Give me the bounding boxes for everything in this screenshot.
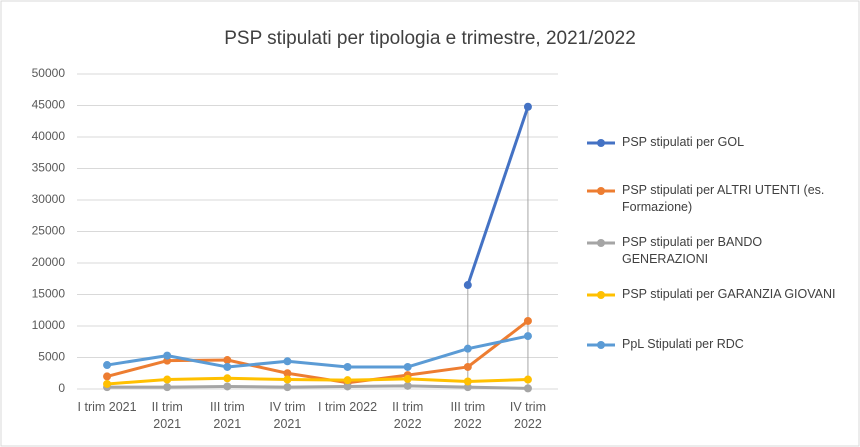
series-line xyxy=(466,106,530,286)
series-line xyxy=(106,334,529,369)
x-tick-label: IV trim 2021 xyxy=(269,400,306,431)
legend-label: PSP stipulati per GOL xyxy=(622,135,745,149)
legend-marker xyxy=(597,139,605,147)
data-point xyxy=(283,357,292,366)
y-tick-label: 50000 xyxy=(32,66,66,80)
data-point xyxy=(103,379,112,388)
legend-label: PSP stipulati per ALTRI UTENTI (es. Form… xyxy=(622,183,825,214)
legend-marker xyxy=(597,239,605,247)
data-point xyxy=(403,374,412,383)
x-tick-label: I trim 2021 xyxy=(77,400,137,414)
y-tick-label: 40000 xyxy=(32,129,66,143)
data-point xyxy=(223,374,232,383)
y-tick-label: 45000 xyxy=(32,98,66,112)
data-point xyxy=(223,356,232,365)
data-point xyxy=(523,384,532,393)
legend-marker xyxy=(597,291,605,299)
data-point xyxy=(223,382,232,391)
legend-label: PSP stipulati per BANDO GENERAZIONI xyxy=(622,235,763,266)
y-tick-label: 0 xyxy=(58,381,65,395)
x-tick-label: III trim 2021 xyxy=(209,400,245,431)
data-point xyxy=(403,381,412,390)
data-point xyxy=(283,369,292,378)
data-point xyxy=(163,375,172,384)
legend-label: PSP stipulati per GARANZIA GIOVANI xyxy=(622,287,836,301)
data-point xyxy=(523,332,532,341)
series-line xyxy=(106,376,528,386)
y-tick-label: 35000 xyxy=(32,161,66,175)
data-point xyxy=(163,383,172,392)
y-tick-label: 15000 xyxy=(32,287,66,301)
y-tick-label: 20000 xyxy=(32,255,66,269)
data-point xyxy=(223,362,232,371)
data-point xyxy=(163,351,172,360)
chart-title: PSP stipulati per tipologia e trimestre,… xyxy=(224,28,636,49)
data-point xyxy=(283,383,292,392)
x-tick-label: I trim 2022 xyxy=(318,400,378,414)
y-tick-label: 10000 xyxy=(32,318,66,332)
data-point xyxy=(403,362,412,371)
data-point xyxy=(343,376,352,385)
data-point xyxy=(463,362,472,371)
y-tick-label: 30000 xyxy=(32,192,66,206)
data-point xyxy=(343,382,352,391)
x-tick-label: II trim 2022 xyxy=(392,400,424,431)
data-point xyxy=(103,372,112,381)
legend-label: PpL Stipulati per RDC xyxy=(622,337,744,351)
y-tick-label: 25000 xyxy=(32,224,66,238)
data-point xyxy=(523,375,532,384)
data-point xyxy=(343,362,352,371)
data-point xyxy=(463,344,472,353)
x-tick-label: III trim 2022 xyxy=(450,400,486,431)
series-line xyxy=(107,384,528,390)
data-point xyxy=(103,361,112,370)
data-point xyxy=(463,377,472,386)
series-line xyxy=(106,319,529,385)
y-tick-label: 5000 xyxy=(38,350,65,364)
data-point xyxy=(523,316,532,325)
data-point xyxy=(523,102,532,111)
legend-marker xyxy=(597,341,605,349)
data-point xyxy=(463,383,472,392)
data-point xyxy=(283,375,292,384)
x-tick-label: IV trim 2022 xyxy=(509,400,546,431)
x-tick-label: II trim 2021 xyxy=(151,400,183,431)
data-point xyxy=(463,281,472,290)
legend-marker xyxy=(597,187,605,195)
